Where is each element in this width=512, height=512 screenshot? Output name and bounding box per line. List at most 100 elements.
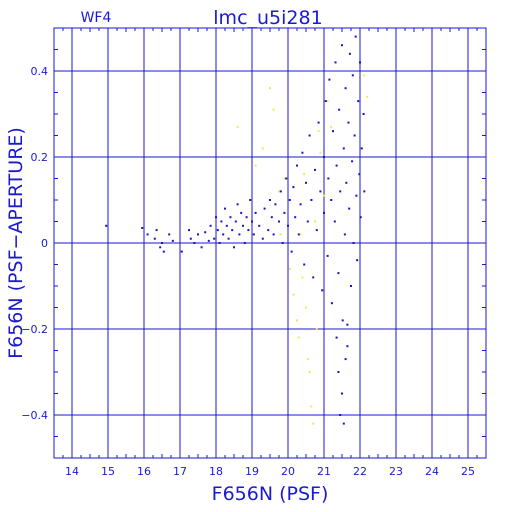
data-point — [225, 224, 228, 227]
data-point — [344, 87, 347, 90]
data-point — [272, 108, 275, 111]
x-tick-label: 20 — [281, 465, 295, 478]
data-point — [308, 134, 311, 137]
data-point — [351, 74, 354, 77]
data-point — [254, 211, 257, 214]
data-point — [269, 199, 271, 201]
data-point — [357, 100, 360, 103]
data-point — [269, 87, 271, 90]
data-point — [272, 233, 275, 236]
data-point — [319, 190, 322, 193]
data-point — [281, 242, 284, 244]
x-tick-label: 24 — [425, 465, 439, 478]
data-point — [330, 199, 333, 201]
x-tick-label: 18 — [209, 465, 223, 478]
data-points — [105, 35, 369, 425]
data-point — [180, 250, 183, 253]
data-point — [220, 220, 223, 223]
data-point — [354, 35, 357, 38]
data-point — [346, 323, 349, 326]
data-point — [234, 220, 237, 223]
data-point — [285, 177, 288, 180]
data-point — [162, 250, 165, 253]
data-point — [306, 358, 309, 361]
data-point — [296, 164, 298, 167]
data-point — [356, 259, 359, 262]
data-point — [299, 233, 302, 236]
data-point — [296, 319, 298, 322]
data-point — [209, 224, 212, 227]
data-point — [146, 233, 149, 236]
data-point — [353, 134, 356, 137]
data-point — [315, 229, 318, 232]
data-point — [278, 220, 280, 223]
data-point — [352, 242, 355, 244]
data-point — [290, 250, 293, 253]
data-point — [342, 147, 345, 150]
data-point — [279, 190, 282, 193]
data-point — [303, 263, 306, 266]
x-tick-label: 14 — [65, 465, 79, 478]
data-point — [315, 328, 318, 330]
data-point — [200, 246, 203, 249]
data-point — [207, 239, 210, 242]
data-point — [224, 207, 226, 210]
data-point — [326, 100, 329, 103]
x-tick-label: 21 — [317, 465, 331, 478]
data-point — [274, 203, 277, 206]
x-tick-label: 19 — [245, 465, 259, 478]
data-point — [305, 181, 307, 184]
data-point — [247, 229, 250, 232]
data-point — [317, 121, 320, 124]
x-tick-label: 22 — [353, 465, 367, 478]
chart-title: lmc_u5i281 — [213, 7, 322, 29]
data-point — [159, 246, 162, 249]
data-point — [204, 231, 207, 234]
data-point — [283, 177, 286, 180]
y-tick-labels: 0.4 0.2 0 −0.2 −0.4 — [21, 65, 48, 422]
data-point — [321, 289, 324, 292]
data-point — [328, 78, 331, 81]
x-tick-label: 17 — [173, 465, 187, 478]
data-point — [292, 186, 295, 189]
data-point — [155, 229, 158, 232]
data-point — [301, 151, 304, 154]
data-point — [360, 147, 363, 150]
data-point — [141, 226, 144, 229]
data-point — [171, 239, 174, 242]
data-point — [249, 199, 252, 201]
x-axis-label: F656N (PSF) — [212, 483, 329, 505]
data-point — [261, 147, 264, 150]
x-tick-labels: 14 15 16 17 18 19 20 21 22 23 24 25 — [65, 465, 475, 478]
data-point — [251, 220, 253, 223]
data-point — [330, 302, 333, 305]
data-point — [343, 233, 346, 236]
data-point — [333, 220, 336, 223]
data-point — [213, 237, 216, 240]
data-point — [288, 267, 291, 270]
y-tick-label: −0.4 — [21, 409, 48, 422]
data-point — [218, 242, 221, 244]
data-point — [310, 199, 313, 201]
data-point — [222, 233, 225, 236]
data-point — [337, 272, 340, 275]
data-point — [240, 211, 243, 214]
data-point — [287, 224, 289, 227]
data-point — [335, 164, 338, 167]
data-point — [337, 371, 340, 373]
data-point — [229, 216, 232, 219]
data-point — [261, 237, 264, 240]
y-tick-label: 0.2 — [31, 151, 49, 164]
data-point — [297, 336, 300, 339]
data-point — [227, 237, 230, 240]
grid-lines — [54, 28, 486, 458]
data-point — [317, 130, 320, 133]
corner-label: WF4 — [81, 10, 112, 26]
data-point — [359, 216, 362, 219]
data-point — [233, 246, 235, 249]
tick-marks — [53, 27, 487, 459]
data-point — [330, 125, 333, 128]
data-point — [263, 207, 266, 210]
data-point — [312, 422, 315, 425]
data-point — [236, 125, 239, 128]
